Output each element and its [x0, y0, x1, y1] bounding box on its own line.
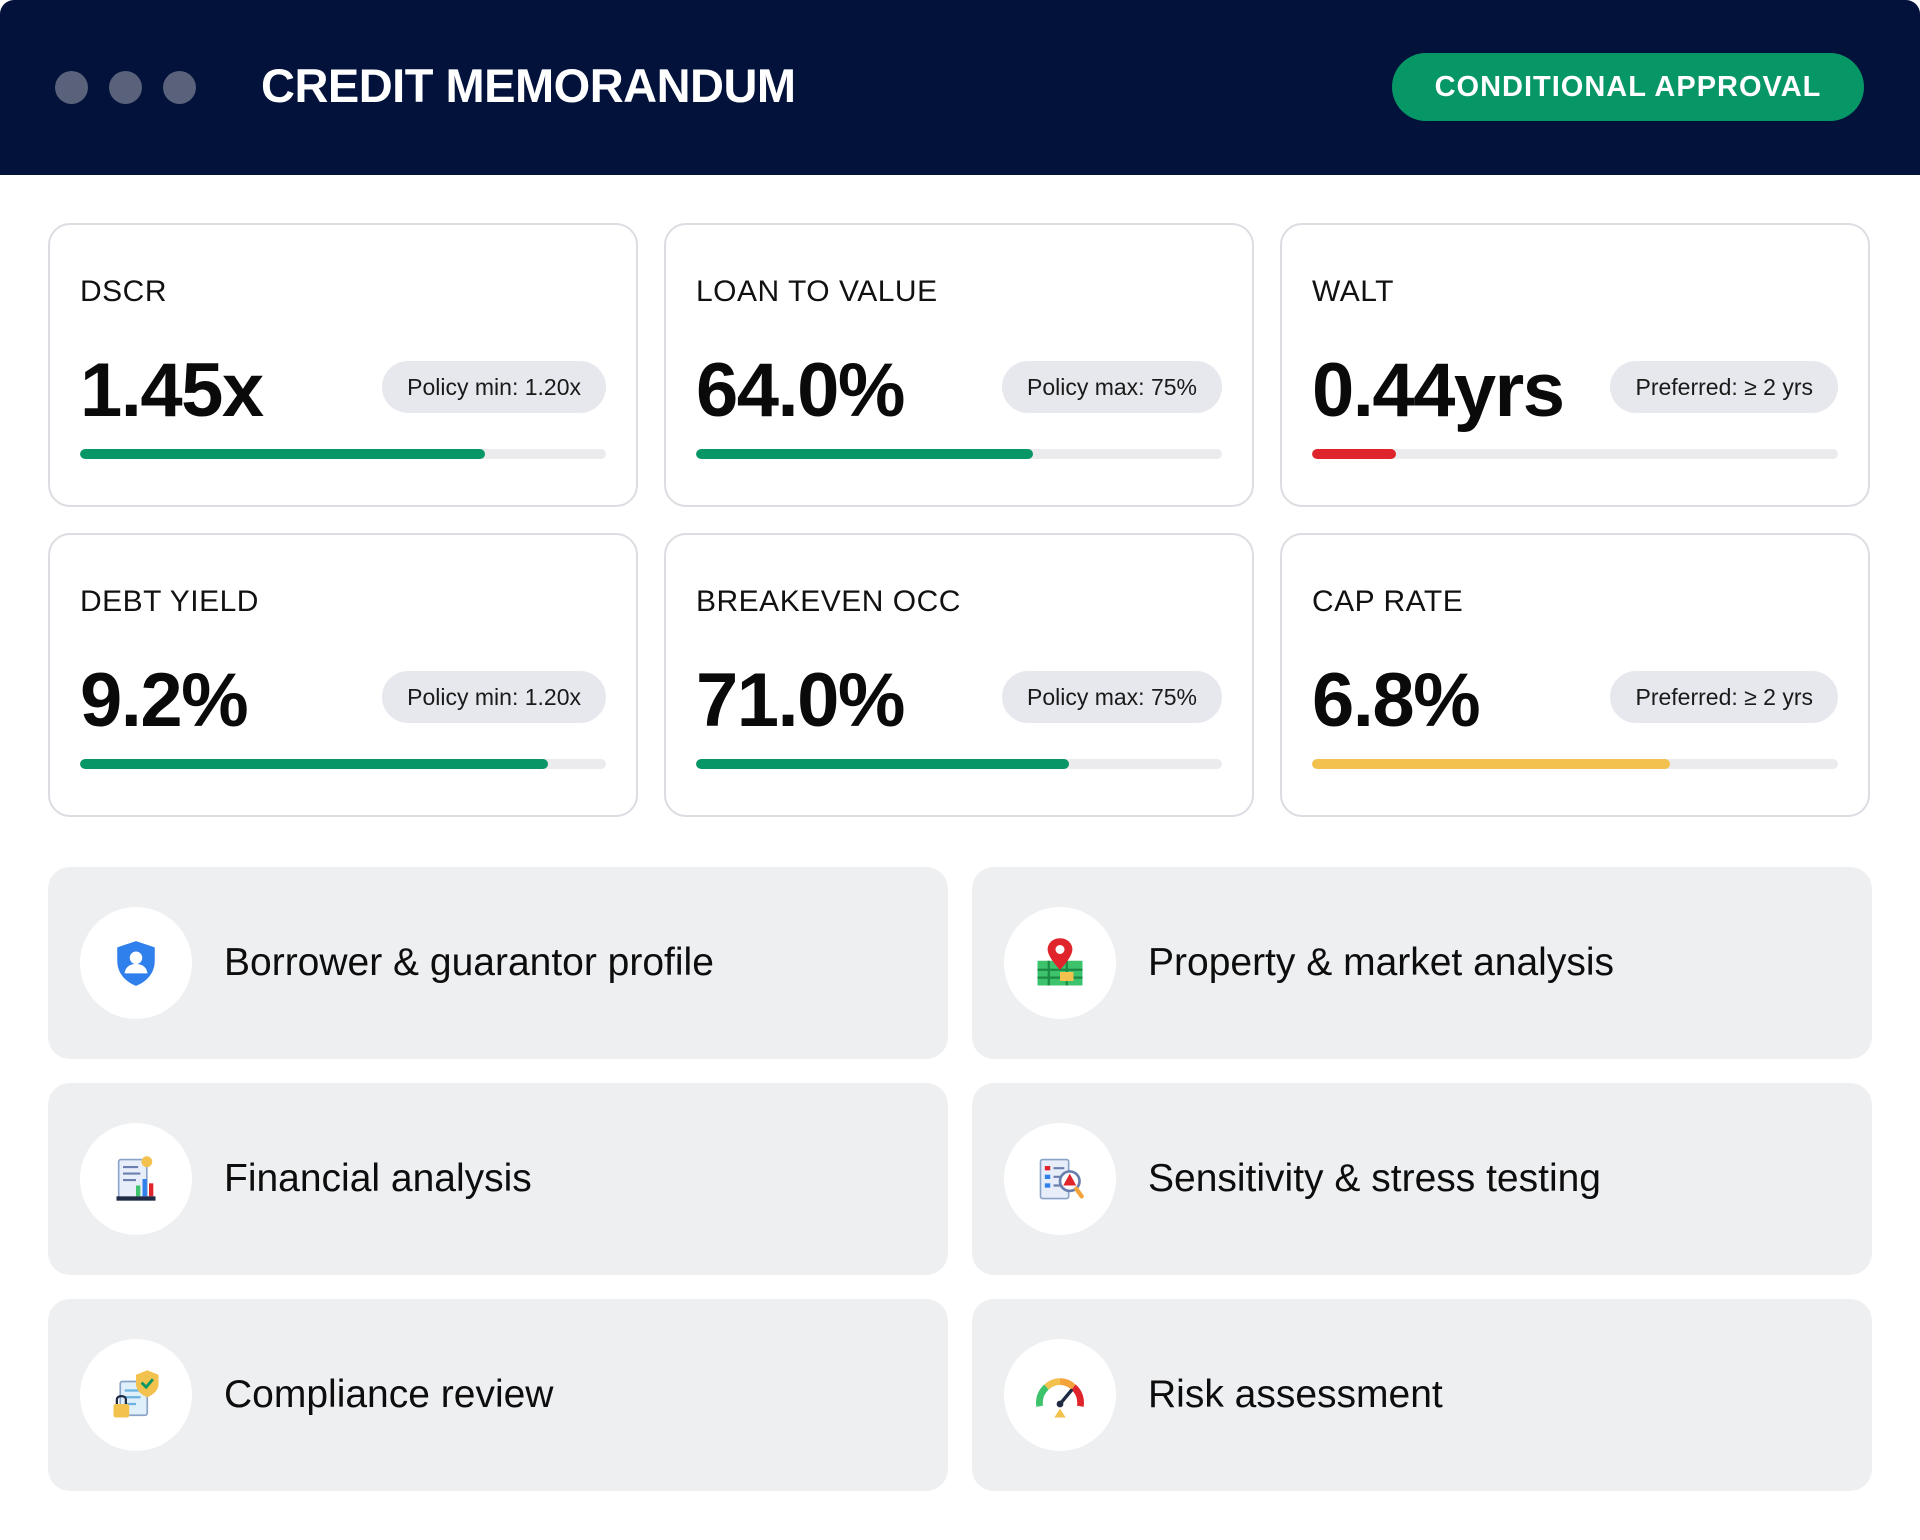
section-sensitivity-stress-testing[interactable]: Sensitivity & stress testing [972, 1083, 1872, 1275]
map-pin-icon [1037, 938, 1083, 986]
metric-label: DEBT YIELD [80, 585, 259, 618]
policy-pill: Policy min: 1.20x [382, 361, 606, 413]
progress-bar [696, 759, 1222, 769]
metric-card-walt: WALT 0.44yrs Preferred: ≥ 2 yrs [1280, 223, 1870, 507]
section-label: Property & market analysis [1148, 941, 1615, 984]
header-bar: CREDIT MEMORANDUM CONDITIONAL APPROVAL [0, 0, 1920, 175]
page-title: CREDIT MEMORANDUM [261, 59, 796, 112]
progress-bar-fill [696, 449, 1033, 459]
progress-bar-fill [1312, 449, 1397, 459]
progress-bar-fill [80, 449, 486, 459]
window-dot[interactable] [109, 71, 142, 104]
metric-value: 0.44yrs [1312, 348, 1565, 433]
policy-pill: Preferred: ≥ 2 yrs [1610, 361, 1838, 413]
section-label: Compliance review [224, 1373, 554, 1416]
progress-bar-fill [1312, 759, 1670, 769]
section-label: Risk assessment [1148, 1373, 1443, 1416]
section-risk-assessment[interactable]: Risk assessment [972, 1299, 1872, 1491]
metric-value: 1.45x [80, 348, 264, 433]
section-property-market-analysis[interactable]: Property & market analysis [972, 867, 1872, 1059]
compliance-lock-icon [113, 1370, 159, 1418]
metric-value: 9.2% [80, 658, 249, 743]
metric-card-debt-yield: DEBT YIELD 9.2% Policy min: 1.20x [48, 533, 638, 817]
metric-value: 6.8% [1312, 658, 1481, 743]
policy-pill: Preferred: ≥ 2 yrs [1610, 671, 1838, 723]
metric-value: 64.0% [696, 348, 906, 433]
user-shield-icon [117, 941, 155, 986]
progress-bar [1312, 759, 1838, 769]
metric-card-cap-rate: CAP RATE 6.8% Preferred: ≥ 2 yrs [1280, 533, 1870, 817]
policy-pill: Policy min: 1.20x [382, 671, 606, 723]
policy-pill: Policy max: 75% [1001, 361, 1222, 413]
section-label: Financial analysis [224, 1157, 532, 1200]
progress-bar [1312, 449, 1838, 459]
progress-bar [80, 449, 606, 459]
risk-gauge-icon [1036, 1378, 1084, 1418]
section-compliance-review[interactable]: Compliance review [48, 1299, 948, 1491]
metric-label: BREAKEVEN OCC [696, 585, 961, 618]
policy-pill: Policy max: 75% [1001, 671, 1222, 723]
metric-label: CAP RATE [1312, 585, 1464, 618]
section-financial-analysis[interactable]: Financial analysis [48, 1083, 948, 1275]
metric-card-loan-to-value: LOAN TO VALUE 64.0% Policy max: 75% [664, 223, 1254, 507]
window-dot[interactable] [55, 71, 88, 104]
metric-label: WALT [1312, 275, 1394, 308]
progress-bar-fill [80, 759, 549, 769]
section-label: Sensitivity & stress testing [1148, 1157, 1601, 1200]
section-borrower-guarantor-profile[interactable]: Borrower & guarantor profile [48, 867, 948, 1059]
metric-label: LOAN TO VALUE [696, 275, 938, 308]
status-badge: CONDITIONAL APPROVAL [1392, 53, 1864, 121]
section-label: Borrower & guarantor profile [224, 941, 714, 984]
metric-value: 71.0% [696, 658, 906, 743]
financial-report-icon [116, 1156, 156, 1201]
progress-bar [696, 449, 1222, 459]
window-dot[interactable] [163, 71, 196, 104]
progress-bar-fill [696, 759, 1070, 769]
metric-card-breakeven-occ: BREAKEVEN OCC 71.0% Policy max: 75% [664, 533, 1254, 817]
metric-card-dscr: DSCR 1.45x Policy min: 1.20x [48, 223, 638, 507]
progress-bar [80, 759, 606, 769]
stress-test-report-icon [1039, 1158, 1084, 1200]
metric-label: DSCR [80, 275, 168, 308]
